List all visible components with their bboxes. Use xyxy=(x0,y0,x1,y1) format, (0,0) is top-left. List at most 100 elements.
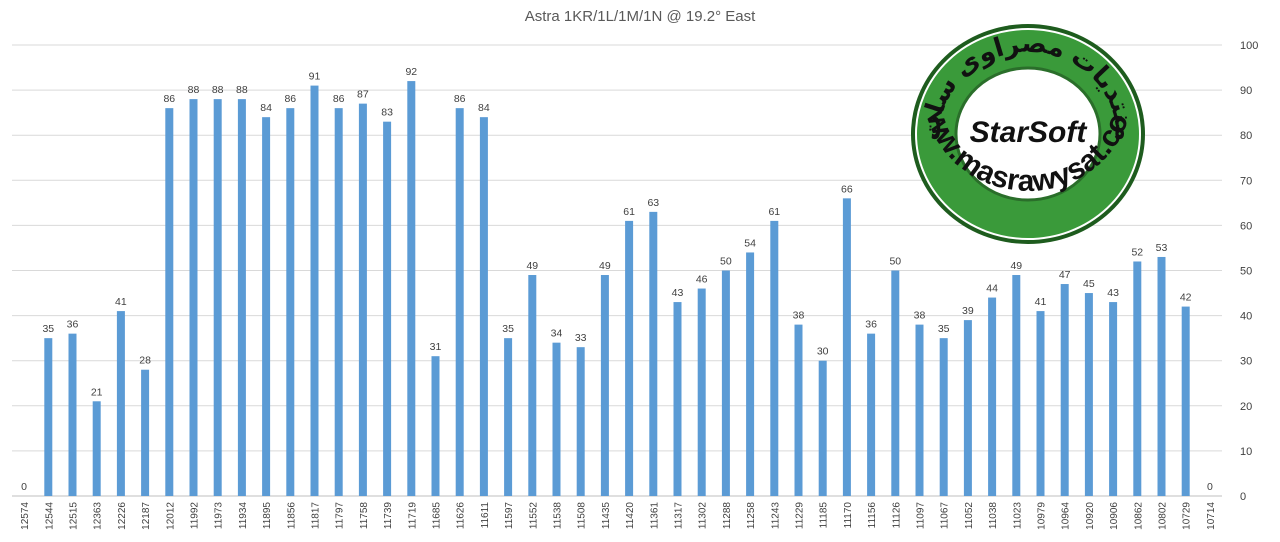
x-tick-label: 11538 xyxy=(553,502,564,530)
bar xyxy=(600,275,609,496)
bar xyxy=(552,342,561,496)
y-tick-label: 0 xyxy=(1240,491,1246,503)
bar xyxy=(213,99,222,497)
bar xyxy=(528,275,537,496)
x-tick-label: 11992 xyxy=(190,502,201,530)
x-tick-label: 12012 xyxy=(165,502,176,530)
data-label: 46 xyxy=(696,274,708,286)
bar xyxy=(1060,284,1069,496)
y-tick-label: 60 xyxy=(1240,220,1252,232)
x-tick-label: 11435 xyxy=(601,502,612,530)
data-label: 43 xyxy=(672,287,684,299)
bar xyxy=(939,338,948,496)
x-tick-label: 12574 xyxy=(20,502,31,530)
y-tick-label: 80 xyxy=(1240,130,1252,142)
bar xyxy=(286,108,295,496)
x-tick-label: 11097 xyxy=(916,502,927,530)
data-label: 33 xyxy=(575,332,587,344)
bar xyxy=(92,401,101,496)
data-label: 54 xyxy=(744,237,756,249)
bar xyxy=(963,320,972,496)
y-tick-label: 20 xyxy=(1240,401,1252,413)
bar xyxy=(1012,275,1021,496)
x-tick-label: 10862 xyxy=(1133,502,1144,530)
data-label: 84 xyxy=(260,102,272,114)
x-tick-label: 12515 xyxy=(69,502,80,530)
x-tick-label: 10920 xyxy=(1085,502,1096,530)
x-tick-label: 12363 xyxy=(93,502,104,530)
chart-title: Astra 1KR/1L/1M/1N @ 19.2° East xyxy=(524,8,756,25)
data-label: 34 xyxy=(551,328,563,340)
data-label: 38 xyxy=(793,310,805,322)
y-tick-label: 70 xyxy=(1240,175,1252,187)
x-tick-label: 11719 xyxy=(407,502,418,530)
data-label: 30 xyxy=(817,346,829,358)
bar xyxy=(915,324,924,496)
bar xyxy=(721,270,730,496)
x-tick-label: 12226 xyxy=(117,502,128,530)
data-label: 86 xyxy=(454,93,466,105)
x-tick-label: 12544 xyxy=(44,502,55,530)
x-tick-label: 11170 xyxy=(843,502,854,529)
data-label: 43 xyxy=(1107,287,1119,299)
bar xyxy=(44,338,53,496)
x-tick-label: 11052 xyxy=(964,502,975,530)
starsoft-logo: منتديات مصراوى سات StarSoft www.masrawys… xyxy=(908,22,1145,244)
bar xyxy=(770,220,779,496)
bar xyxy=(68,333,77,496)
data-label: 53 xyxy=(1156,242,1168,254)
data-label: 88 xyxy=(236,84,248,96)
x-tick-label: 11067 xyxy=(940,502,951,530)
bar xyxy=(1084,293,1093,496)
x-tick-label: 11023 xyxy=(1012,502,1023,530)
data-label: 35 xyxy=(42,323,54,335)
x-tick-label: 11685 xyxy=(432,502,443,530)
data-label: 36 xyxy=(67,319,79,331)
x-tick-label: 10729 xyxy=(1182,502,1193,530)
bar xyxy=(1157,256,1166,496)
data-label: 66 xyxy=(841,183,853,195)
y-tick-label: 90 xyxy=(1240,85,1252,97)
data-label: 63 xyxy=(647,197,659,209)
bar xyxy=(842,198,851,496)
data-label: 61 xyxy=(768,206,780,218)
bar xyxy=(262,117,271,496)
x-tick-label: 11288 xyxy=(722,502,733,530)
data-label: 21 xyxy=(91,386,103,398)
x-tick-label: 11817 xyxy=(311,502,322,530)
bar xyxy=(988,297,997,496)
data-label: 49 xyxy=(599,260,611,272)
bar xyxy=(455,108,464,496)
bar xyxy=(334,108,343,496)
bar xyxy=(407,81,416,496)
data-label: 88 xyxy=(212,84,224,96)
bar xyxy=(649,211,658,496)
data-label: 38 xyxy=(914,310,926,322)
x-tick-label: 11552 xyxy=(528,502,539,530)
bar xyxy=(746,252,755,496)
bar xyxy=(165,108,174,496)
x-tick-label: 11420 xyxy=(625,502,636,530)
y-tick-label: 40 xyxy=(1240,311,1252,323)
bar xyxy=(358,103,367,496)
data-label: 35 xyxy=(938,323,950,335)
x-tick-label: 11739 xyxy=(383,502,394,530)
data-label: 86 xyxy=(163,93,175,105)
y-tick-label: 50 xyxy=(1240,266,1252,278)
data-label: 31 xyxy=(430,341,442,353)
x-tick-label: 10714 xyxy=(1206,502,1217,530)
data-label: 0 xyxy=(1207,481,1213,493)
x-tick-label: 11185 xyxy=(819,502,830,529)
bar xyxy=(1036,311,1045,496)
data-label: 49 xyxy=(526,260,538,272)
x-tick-label: 11302 xyxy=(698,502,709,530)
data-label: 39 xyxy=(962,305,974,317)
data-label: 61 xyxy=(623,206,635,218)
x-tick-label: 11229 xyxy=(795,502,806,530)
x-tick-label: 11317 xyxy=(674,502,685,530)
x-tick-label: 11797 xyxy=(335,502,346,530)
bar xyxy=(1181,306,1190,496)
bar xyxy=(576,347,585,496)
x-tick-label: 11508 xyxy=(577,502,588,530)
data-label: 86 xyxy=(333,93,345,105)
